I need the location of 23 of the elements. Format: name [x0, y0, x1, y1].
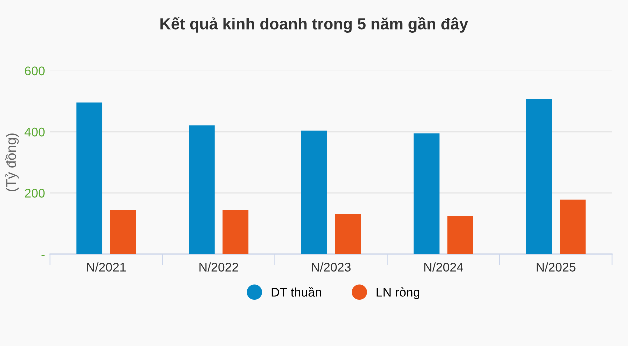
bar: [301, 130, 328, 254]
bar: [76, 102, 103, 254]
y-tick-label: 400: [24, 128, 45, 137]
legend-label: LN ròng: [376, 288, 420, 300]
bar: [448, 216, 474, 254]
chart-title: Kết quả kinh doanh trong 5 năm gần đây: [160, 17, 468, 33]
x-tick-label: N/2022: [200, 262, 238, 272]
x-tick-label: N/2025: [536, 262, 576, 272]
bar: [526, 99, 552, 254]
bar: [560, 200, 586, 254]
bar: [414, 134, 440, 254]
bar: [335, 214, 362, 254]
x-tick-label: N/2024: [424, 262, 464, 272]
legend-label: DT thuần: [272, 287, 322, 297]
bar: [189, 126, 215, 254]
y-tick-label: 200: [25, 188, 45, 198]
y-tick-label: -: [42, 255, 45, 256]
bar: [222, 210, 249, 254]
x-tick-label: N/2021: [87, 262, 126, 272]
y-tick-label: 600: [25, 66, 45, 76]
x-tick-label: N/2023: [312, 262, 351, 272]
y-axis-title: (Tỷ đồng): [5, 134, 19, 192]
bar: [110, 210, 136, 254]
